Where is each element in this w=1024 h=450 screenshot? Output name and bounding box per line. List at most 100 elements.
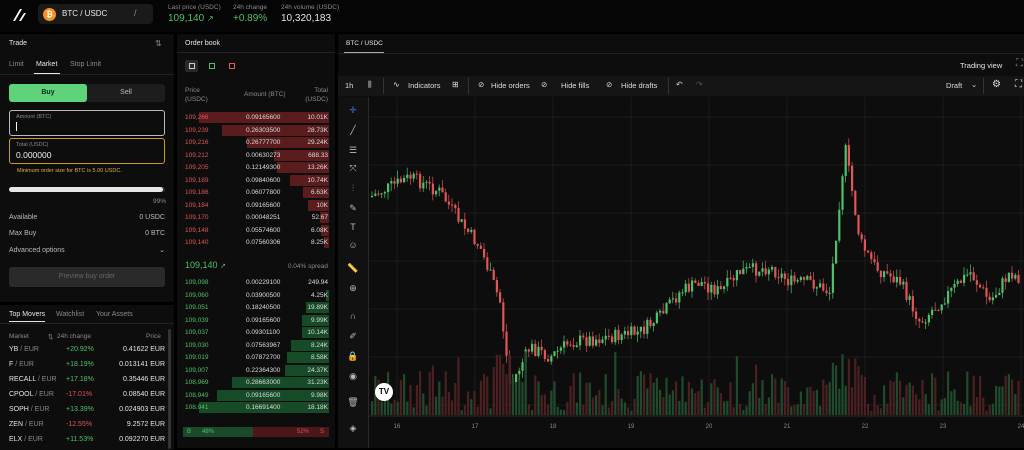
- sort-icon[interactable]: ⇅: [48, 334, 54, 341]
- bid-row[interactable]: 108,969 0.28663000 31.23K: [177, 377, 335, 388]
- ask-row[interactable]: 109,266 0.09165600 10.01K: [177, 112, 335, 123]
- scrollbar[interactable]: [168, 329, 171, 449]
- bid-row[interactable]: 108,949 0.09165600 9.98K: [177, 389, 335, 401]
- bid-row[interactable]: 109,007 0.22364300 24.37K: [177, 364, 335, 376]
- mover-row[interactable]: ZEN / EUR -12.55% 9.2572 EUR: [0, 418, 174, 433]
- candle: [873, 259, 876, 263]
- ask-row[interactable]: 109,184 0.09165600 10K: [177, 199, 335, 211]
- mover-row[interactable]: ELX / EUR +11.53% 0.092270 EUR: [0, 433, 174, 448]
- undo-icon[interactable]: ↶: [676, 80, 683, 89]
- pattern-icon[interactable]: ⤧: [349, 163, 357, 173]
- candle: [438, 187, 441, 191]
- hide-fills-button[interactable]: Hide fills: [561, 81, 590, 90]
- mover-change: -17.01%: [66, 391, 93, 398]
- layers-icon[interactable]: ◈: [349, 423, 357, 433]
- fib-icon[interactable]: ⫶: [351, 183, 355, 193]
- settings-sliders-icon[interactable]: ⇅: [155, 39, 162, 48]
- view-asks-icon[interactable]: [229, 63, 235, 69]
- trading-view-label[interactable]: Trading view: [960, 61, 1003, 70]
- ask-row[interactable]: 109,186 0.06077800 6.63K: [177, 187, 335, 198]
- chevron-down-icon[interactable]: ⌄: [971, 80, 978, 89]
- hide-orders-button[interactable]: Hide orders: [491, 81, 530, 90]
- bid-row[interactable]: 109,030 0.07563967 8.24K: [177, 339, 335, 351]
- candle: [575, 345, 578, 347]
- tab-top-movers[interactable]: Top Movers: [9, 311, 46, 318]
- bid-row[interactable]: 109,039 0.09165600 9.99K: [177, 314, 335, 326]
- fullscreen-icon[interactable]: ⛶: [1015, 79, 1022, 90]
- preview-order-button[interactable]: Preview buy order: [9, 267, 165, 287]
- ask-row[interactable]: 109,216 0.26777700 29.24K: [177, 137, 335, 148]
- candle-type-icon[interactable]: ⫼: [368, 80, 372, 89]
- mover-row[interactable]: RECALL / EUR +17.18% 0.35446 EUR: [0, 373, 174, 388]
- mover-row[interactable]: YB / EUR +20.92% 0.41622 EUR: [0, 343, 174, 358]
- ask-row[interactable]: 109,205 0.12149300 13.26K: [177, 162, 335, 173]
- brush-icon[interactable]: ✎: [349, 203, 357, 213]
- settings-gear-icon[interactable]: ⚙: [992, 79, 1001, 90]
- volume-bar: [659, 389, 662, 415]
- view-bids-icon[interactable]: [209, 63, 215, 69]
- mover-row[interactable]: F / EUR +18.19% 0.013141 EUR: [0, 358, 174, 373]
- candle: [649, 319, 652, 327]
- depth-bar: [308, 199, 329, 211]
- bid-row[interactable]: 109,060 0.03900500 4.25K: [177, 289, 335, 301]
- draft-select[interactable]: Draft: [946, 81, 963, 90]
- hide-drafts-button[interactable]: Hide drafts: [621, 81, 658, 90]
- total-field[interactable]: [9, 138, 165, 164]
- bid-row[interactable]: 109,098 0.00229100 249.94: [177, 277, 335, 288]
- candle: [476, 244, 479, 246]
- zoom-in-icon[interactable]: ⊕: [349, 283, 357, 293]
- advanced-options-toggle[interactable]: Advanced options: [9, 247, 65, 254]
- fullscreen-icon[interactable]: ⛶: [1016, 58, 1023, 69]
- bid-row[interactable]: 108,941 0.16691400 18.18K: [177, 402, 335, 413]
- order-total: 10K: [316, 201, 328, 209]
- candle: [918, 318, 921, 322]
- horizontal-lines-icon[interactable]: ☰: [348, 145, 358, 155]
- ask-row[interactable]: 109,140 0.07560306 8.25K: [177, 237, 335, 248]
- trash-icon[interactable]: 🗑: [347, 397, 359, 407]
- sell-button[interactable]: Sell: [120, 89, 132, 96]
- tab-your-assets[interactable]: Your Assets: [96, 311, 133, 318]
- tab-market[interactable]: Market: [36, 61, 58, 68]
- lock-draw-icon[interactable]: ✐: [349, 331, 357, 341]
- tradingview-logo[interactable]: TV: [375, 383, 393, 401]
- ask-row[interactable]: 109,189 0.09840600 10.74K: [177, 174, 335, 186]
- volume-bar: [988, 405, 991, 415]
- redo-icon[interactable]: ↷: [696, 80, 703, 89]
- layout-grid-icon[interactable]: ⊞: [452, 80, 459, 89]
- order-amount: 0.22364300: [246, 366, 281, 374]
- ruler-icon[interactable]: 📏: [347, 263, 359, 273]
- chevron-down-icon[interactable]: ⌄: [159, 247, 165, 254]
- text-icon[interactable]: T: [350, 222, 356, 232]
- interval-select[interactable]: 1h: [345, 81, 354, 90]
- buy-button[interactable]: Buy: [9, 84, 87, 102]
- volume-bar: [809, 386, 812, 415]
- magnet-icon[interactable]: ∩: [349, 311, 357, 321]
- chart-tab[interactable]: BTC / USDC: [346, 40, 383, 47]
- indicators-icon[interactable]: ∿: [393, 80, 400, 89]
- bid-row[interactable]: 109,051 0.18240500 19.89K: [177, 302, 335, 313]
- app-logo[interactable]: [12, 8, 28, 22]
- volume-bar: [396, 401, 399, 415]
- ask-row[interactable]: 109,239 0.26303500 28.73K: [177, 124, 335, 136]
- eye-icon[interactable]: ◉: [349, 371, 357, 381]
- mover-row[interactable]: CPOOL / EUR -17.01% 0.08540 EUR: [0, 388, 174, 403]
- crosshair-icon[interactable]: ✛: [349, 105, 357, 115]
- ask-row[interactable]: 109,148 0.05574600 6.08K: [177, 224, 335, 236]
- price-chart[interactable]: 16 17 18 19 20 21 22 23 24: [369, 97, 1024, 448]
- trend-line-icon[interactable]: ╱: [350, 125, 356, 135]
- bid-row[interactable]: 109,019 0.07872700 8.58K: [177, 352, 335, 363]
- emoji-icon[interactable]: ☺: [348, 240, 358, 250]
- bid-row[interactable]: 109,037 0.09301100 10.14K: [177, 327, 335, 338]
- order-amount: 0.26303500: [246, 126, 281, 134]
- pair-search-icon[interactable]: /: [134, 8, 137, 18]
- ask-row[interactable]: 109,170 0.00048251 52.67: [177, 212, 335, 223]
- tab-limit[interactable]: Limit: [9, 61, 24, 68]
- tab-watchlist[interactable]: Watchlist: [56, 311, 85, 318]
- indicators-button[interactable]: Indicators: [408, 81, 441, 90]
- pair-selector[interactable]: [38, 4, 153, 24]
- lock-icon[interactable]: 🔒: [347, 351, 359, 361]
- amount-field[interactable]: [9, 110, 165, 136]
- tab-stop-limit[interactable]: Stop Limit: [70, 61, 102, 68]
- ask-row[interactable]: 109,212 0.00630273 688.33: [177, 149, 335, 161]
- mover-row[interactable]: SOPH / EUR +13.39% 0.024903 EUR: [0, 403, 174, 418]
